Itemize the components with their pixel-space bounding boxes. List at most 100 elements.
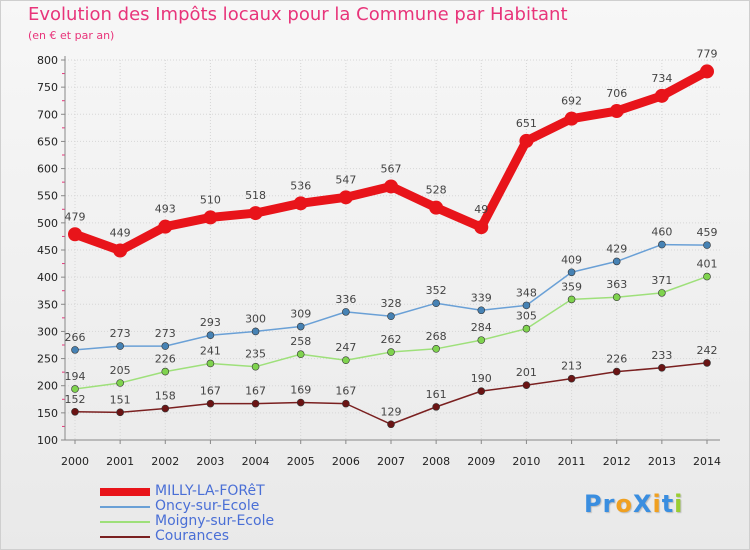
data-point-milly-la-for-t: [609, 104, 624, 119]
x-tick-label: 2012: [603, 455, 631, 468]
data-point-oncy-sur-ecole: [296, 322, 305, 331]
x-tick-label: 2011: [558, 455, 586, 468]
data-label-courances: 190: [471, 372, 492, 385]
data-point-moigny-sur-ecole: [432, 344, 440, 353]
data-label-milly-la-for-t: 518: [245, 189, 266, 202]
data-label-moigny-sur-ecole: 401: [697, 258, 718, 271]
data-label-courances: 169: [290, 384, 311, 397]
logo-letter: X: [632, 490, 653, 518]
data-point-oncy-sur-ecole: [658, 240, 666, 249]
data-label-milly-la-for-t: 567: [381, 162, 402, 175]
data-point-moigny-sur-ecole: [387, 348, 395, 356]
data-point-courances: [658, 363, 666, 372]
data-label-moigny-sur-ecole: 247: [335, 341, 356, 354]
y-tick-label: 150: [37, 407, 58, 420]
x-tick-label: 2014: [693, 455, 721, 468]
data-label-milly-la-for-t: 734: [651, 72, 672, 85]
data-point-milly-la-for-t: [203, 210, 218, 225]
data-point-moigny-sur-ecole: [251, 362, 260, 371]
data-point-milly-la-for-t: [248, 206, 263, 221]
data-label-courances: 167: [245, 385, 266, 398]
legend-swatch: [100, 536, 150, 538]
data-point-milly-la-for-t: [293, 196, 308, 211]
data-point-courances: [116, 408, 124, 417]
data-label-milly-la-for-t: 692: [561, 95, 582, 108]
data-point-oncy-sur-ecole: [342, 308, 350, 316]
data-label-moigny-sur-ecole: 194: [65, 370, 86, 383]
data-label-moigny-sur-ecole: 284: [471, 321, 492, 334]
data-label-courances: 213: [561, 360, 582, 373]
data-point-oncy-sur-ecole: [477, 306, 486, 315]
data-point-oncy-sur-ecole: [612, 257, 621, 266]
data-label-courances: 242: [697, 344, 718, 357]
logo-letter: P: [584, 490, 603, 518]
legend-label: Moigny-sur-Ecole: [155, 513, 275, 529]
data-point-moigny-sur-ecole: [612, 293, 621, 302]
data-point-courances: [206, 399, 215, 408]
data-label-oncy-sur-ecole: 409: [561, 253, 582, 266]
y-tick-label: 550: [37, 190, 58, 203]
data-point-courances: [387, 420, 395, 429]
axes: 100 150 200 250 300 350 400 450 500 550 600 650 700 7…: [37, 54, 721, 468]
y-tick-label: 600: [37, 163, 58, 176]
data-point-moigny-sur-ecole: [161, 367, 170, 376]
data-label-milly-la-for-t: 536: [290, 179, 311, 192]
data-label-milly-la-for-t: 510: [200, 193, 221, 206]
y-tick-label: 750: [37, 81, 58, 94]
proxiti-logo: ProXiti: [584, 490, 683, 518]
data-point-courances: [522, 381, 531, 389]
data-label-oncy-sur-ecole: 336: [335, 293, 356, 306]
y-tick-label: 200: [37, 380, 58, 393]
x-tick-label: 2003: [196, 455, 224, 468]
data-label-milly-la-for-t: 547: [335, 173, 356, 186]
y-tick-label: 100: [37, 434, 58, 447]
x-tick-label: 2010: [512, 455, 540, 468]
data-label-milly-la-for-t: 49: [474, 203, 488, 216]
data-point-oncy-sur-ecole: [432, 299, 440, 308]
data-label-oncy-sur-ecole: 293: [200, 316, 221, 329]
x-tick-label: 2005: [287, 455, 315, 468]
x-tick-label: 2002: [151, 455, 179, 468]
data-point-moigny-sur-ecole: [522, 324, 531, 333]
data-label-milly-la-for-t: 779: [697, 47, 718, 60]
data-label-oncy-sur-ecole: 273: [110, 327, 131, 340]
data-point-oncy-sur-ecole: [567, 268, 576, 277]
data-point-moigny-sur-ecole: [342, 356, 350, 365]
logo-letter: o: [615, 490, 633, 518]
data-point-courances: [342, 399, 350, 408]
data-label-courances: 226: [606, 353, 627, 366]
data-label-milly-la-for-t: 479: [65, 210, 86, 223]
data-label-courances: 152: [65, 393, 86, 406]
x-tick-label: 2007: [377, 455, 405, 468]
data-label-moigny-sur-ecole: 226: [155, 353, 176, 366]
legend-swatch: [100, 521, 150, 523]
data-point-courances: [161, 404, 170, 413]
data-label-oncy-sur-ecole: 266: [65, 331, 86, 344]
data-point-moigny-sur-ecole: [477, 336, 486, 344]
data-point-oncy-sur-ecole: [703, 241, 711, 249]
legend-label: Courances: [155, 528, 230, 544]
data-point-courances: [432, 403, 440, 411]
data-point-milly-la-for-t: [68, 227, 82, 242]
x-tick-label: 2001: [106, 455, 134, 468]
y-tick-label: 500: [37, 217, 58, 230]
data-point-oncy-sur-ecole: [161, 342, 170, 350]
data-point-moigny-sur-ecole: [296, 350, 305, 359]
x-tick-label: 2004: [242, 455, 270, 468]
data-point-moigny-sur-ecole: [658, 289, 666, 297]
data-point-courances: [612, 367, 621, 376]
logo-letter: r: [602, 490, 616, 518]
data-point-milly-la-for-t: [338, 190, 353, 205]
x-tick-label: 2008: [422, 455, 450, 468]
data-point-milly-la-for-t: [384, 179, 398, 194]
data-point-courances: [296, 398, 305, 407]
data-label-moigny-sur-ecole: 268: [426, 330, 447, 343]
logo-letter: i: [652, 490, 662, 518]
data-label-courances: 129: [381, 405, 402, 418]
data-label-courances: 161: [426, 388, 447, 401]
y-tick-label: 300: [37, 325, 58, 338]
data-point-moigny-sur-ecole: [206, 359, 215, 368]
data-point-moigny-sur-ecole: [703, 272, 711, 281]
data-label-courances: 201: [516, 366, 537, 379]
